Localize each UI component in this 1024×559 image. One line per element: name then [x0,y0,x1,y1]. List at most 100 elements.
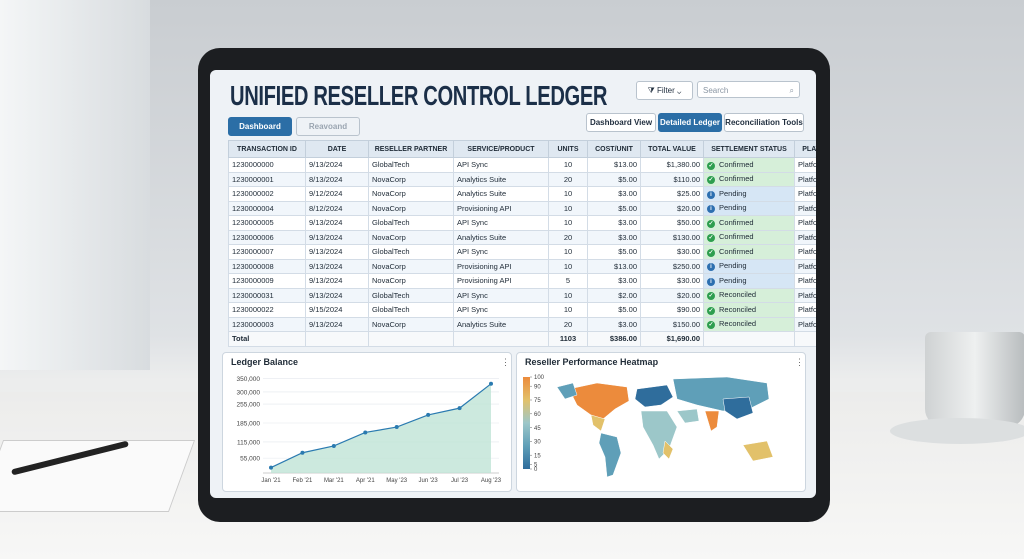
y-tick-label: 300,000 [237,389,261,396]
status-cell: ✓ Reconciled [703,287,795,303]
status-icon: ✓ [707,219,715,228]
y-tick-label: 255,000 [237,402,261,409]
status-cell: ✓ Confirmed [703,157,795,173]
point [363,430,368,435]
world-map [556,376,774,478]
status-cell: i Pending [703,258,795,274]
colorbar-label: 5 [534,463,538,469]
status-text: Confirmed [719,159,754,169]
total-cell: $386.00 [587,331,641,347]
search-box[interactable]: Search ⌕ [697,81,800,98]
x-tick-label: Jan '21 [261,478,281,484]
tab[interactable]: Reavoand [296,117,360,136]
chart-title: Ledger Balance [231,357,298,367]
colorbar-label: 100 [534,375,545,381]
point [300,450,305,455]
saucer [890,418,1024,444]
status-icon: ✓ [707,161,715,170]
table-cell: API Sync [453,215,549,231]
heatmap: Reseller Performance Heatmap ⋮ 05 15 30 45 60 7… [523,357,804,478]
table-cell: GlobalTech [368,244,454,260]
column-header: PLATFORM LOG [794,140,816,158]
status-text: Pending [719,188,747,198]
table-cell: $130.00 [640,229,704,245]
colorbar-label: 30 [534,440,541,446]
total-row: Total 1103 $386.00 $1,690.00 [228,331,816,347]
table-cell: Platform Log [794,200,816,216]
x-tick-label: Jun '23 [419,478,439,484]
point [426,412,431,417]
table-cell: 1230000009 [228,273,306,289]
colorbar-label: 15 [534,453,541,459]
heatmap-panel: Reseller Performance Heatmap ⋮ 0 5 15 30 45 60 7… [516,352,806,492]
status-text: Pending [719,261,747,271]
table-row: 1230000008 9/13/2024 NovaCorp Provisioning … [228,258,816,274]
colorbar-label: 45 [534,426,541,432]
table-cell: $50.00 [640,215,704,231]
status-icon: ✓ [707,248,715,257]
status-text: Reconciled [719,290,757,300]
view-button[interactable]: Dashboard View [586,113,656,132]
filter-button[interactable]: ⧩ Filter ⌄ [636,81,693,100]
table-row: 1230000007 9/13/2024 GlobalTech API Sync 10 $… [228,244,816,260]
status-cell: i Pending [703,200,795,216]
table-cell: 9/15/2024 [305,302,369,318]
table-cell: 1230000022 [228,302,306,318]
total-cell [305,331,369,347]
table-cell: GlobalTech [368,287,454,303]
x-tick-label: Aug '23 [481,478,502,484]
point [457,406,462,411]
table-cell: 9/13/2024 [305,273,369,289]
chart-title: Reseller Performance Heatmap [525,357,659,367]
table-cell: Platform Log [794,186,816,202]
tab[interactable]: Dashboard [228,117,292,136]
table-cell: 10 [548,287,588,303]
colorbar-label: 75 [534,398,541,404]
table-cell: Analytics Suite [453,186,549,202]
status-text: Confirmed [719,246,754,256]
status-icon: ✓ [707,176,715,185]
table-cell: $5.00 [587,244,641,260]
status-text: Pending [719,203,747,213]
table-cell: GlobalTech [368,215,454,231]
table-cell: 1230000001 [228,171,306,187]
view-button[interactable]: Detailed Ledger [658,113,722,132]
table-cell: GlobalTech [368,302,454,318]
status-cell: ✓ Confirmed [703,171,795,187]
table-cell: $5.00 [587,200,641,216]
status-text: Confirmed [719,217,754,227]
table-cell: Platform Log [794,157,816,173]
total-cell: Total [228,331,306,347]
x-tick-label: Apr '21 [356,478,375,484]
table-cell: 10 [548,302,588,318]
table-cell: 20 [548,171,588,187]
table-cell: $1,380.00 [640,157,704,173]
line [270,383,492,469]
table-row: 1230000005 9/13/2024 GlobalTech API Sync 10 $… [228,215,816,231]
table-cell: 9/13/2024 [305,316,369,332]
table-cell: Provisioning API [453,200,549,216]
status-icon: ✓ [707,306,715,315]
table-cell: 1230000007 [228,244,306,260]
table-cell: 1230000031 [228,287,306,303]
view-button[interactable]: Reconciliation Tools [724,113,804,132]
table-cell: NovaCorp [368,186,454,202]
status-text: Confirmed [719,174,754,184]
column-header: SETTLEMENT STATUS [703,140,795,158]
table-cell: $5.00 [587,171,641,187]
table-cell: Platform Log [794,244,816,260]
table-cell: 1230000004 [228,200,306,216]
table-cell: $3.00 [587,229,641,245]
table-cell: 20 [548,229,588,245]
column-header: TOTAL VALUE [640,140,704,158]
x-tick-label: May '23 [386,478,407,484]
table-cell: Provisioning API [453,258,549,274]
table-cell: Platform Log [794,287,816,303]
total-cell: $1,690.00 [640,331,704,347]
table-row: 1230000000 9/13/2024 GlobalTech API Sync 10 $… [228,157,816,173]
table-cell: $3.00 [587,316,641,332]
table-cell: Platform Log [794,302,816,318]
app-title: UNIFIED RESELLER CONTROL LEDGER [230,80,608,111]
table-row: 1230000004 8/12/2024 NovaCorp Provisioning … [228,200,816,216]
